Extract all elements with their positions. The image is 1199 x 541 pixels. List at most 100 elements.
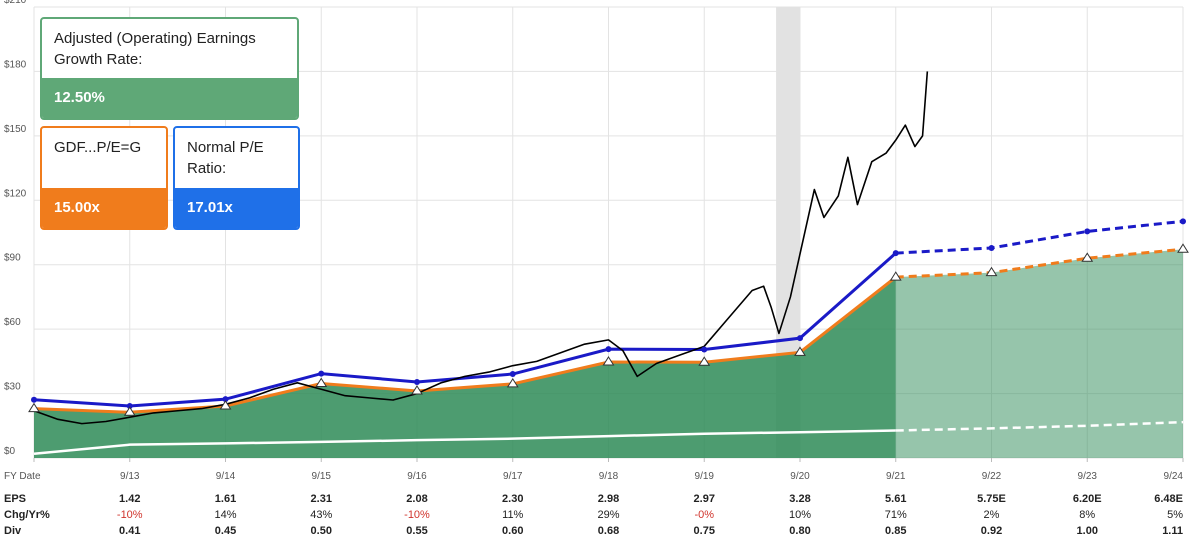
table-cell: 0.50 [311, 525, 332, 537]
eps-triangle-marker [889, 271, 902, 281]
normal_pe-line-estimate [895, 219, 1184, 255]
recession-shading [776, 7, 800, 458]
table-row-label: EPS [4, 493, 26, 505]
normal-pe-point [509, 371, 516, 378]
eps-area-actual [34, 277, 896, 458]
table-cell: 0.80 [789, 525, 810, 537]
table-cell: 5% [1167, 509, 1183, 521]
gdf-pe-label: GDF...P/E=G [54, 139, 142, 156]
y-tick-label: $90 [4, 253, 21, 264]
growth-rate-value: 12.50% [42, 78, 297, 118]
eps-triangle-marker [123, 406, 136, 416]
table-cell: 2.08 [406, 493, 427, 505]
normal-pe-box: Normal P/E Ratio: 17.01x [173, 126, 300, 230]
eps-triangle-marker [985, 266, 998, 277]
normal-pe-point [126, 403, 133, 410]
normal-pe-point [222, 396, 229, 403]
dividends-line [33, 429, 896, 455]
table-cell: 2.97 [694, 493, 715, 505]
table-cell: 1.61 [215, 493, 236, 505]
x-tick-label: 9/15 [312, 471, 332, 482]
x-tick-label: 9/14 [216, 471, 236, 482]
gdf-pe-value: 15.00x [42, 188, 166, 228]
eps-triangle-marker [602, 356, 615, 366]
y-tick-label: $0 [4, 446, 16, 457]
eps-area-estimate [895, 249, 1183, 458]
table-cell: 0.60 [502, 525, 523, 537]
data-table: EPS 1.42 1.61 2.31 2.08 2.30 2.98 2.97 3.28 5.61 5… [4, 493, 1183, 537]
table-cell: 71% [885, 509, 907, 521]
table-cell: 11% [502, 509, 523, 521]
table-cell: 2.30 [502, 493, 523, 505]
table-cell: 0.68 [598, 525, 619, 537]
x-tick-label: 9/20 [790, 471, 810, 482]
x-tick-label: 9/21 [886, 471, 906, 482]
table-cell: 43% [310, 509, 332, 521]
normal-pe-point [1180, 218, 1186, 225]
gdf-pe-box: GDF...P/E=G 15.00x [40, 126, 168, 230]
x-tick-label: 9/13 [120, 471, 140, 482]
table-cell: 5.75E [977, 493, 1006, 505]
x-tick-label: 9/16 [407, 471, 427, 482]
normal-pe-point [1084, 228, 1091, 235]
recession-band [776, 7, 800, 458]
normal-pe-point [797, 335, 803, 342]
table-cell: 0.55 [406, 525, 427, 537]
table-cell: 0.92 [981, 525, 1002, 537]
y-tick-label: $60 [4, 317, 21, 328]
table-cell: 8% [1079, 509, 1095, 521]
table-cell: 2.31 [311, 493, 332, 505]
normal-pe-point [414, 378, 420, 385]
normal-pe-point [318, 370, 325, 377]
eps-triangle-marker [698, 356, 711, 366]
x-axis-ticks: FY Date 9/13 9/14 9/15 9/16 9/17 9/18 9/19 9/20 9… [4, 458, 1184, 482]
table-cell: -0% [694, 509, 714, 521]
dividends-line-estimate [895, 420, 1184, 432]
gdf-line [33, 275, 897, 414]
eps-triangle-marker [794, 346, 806, 356]
y-tick-label: $120 [4, 188, 27, 199]
y-axis-ticks: $0 $30 $60 $90 $120 $150 $180 $210 [4, 0, 27, 457]
x-tick-label: 9/22 [982, 471, 1002, 482]
table-cell: 1.00 [1077, 525, 1098, 537]
eps-triangle-marker [1081, 252, 1094, 262]
normal-pe-point [605, 346, 612, 353]
growth-rate-box: Adjusted (Operating) Earnings Growth Rat… [40, 17, 299, 120]
table-cell: 6.20E [1073, 493, 1102, 505]
normal-pe-point [31, 396, 37, 403]
y-tick-label: $180 [4, 59, 27, 70]
table-cell: 6.48E [1154, 493, 1183, 505]
eps-triangle-marker [1177, 243, 1189, 253]
x-tick-label: 9/19 [695, 471, 715, 482]
x-tick-label: 9/24 [1164, 471, 1184, 482]
table-cell: 2.98 [598, 493, 619, 505]
normal-pe-point [988, 244, 995, 251]
table-cell: 2% [984, 509, 1000, 521]
y-tick-label: $30 [4, 382, 21, 393]
table-cell: 3.28 [789, 493, 810, 505]
normal-pe-point [701, 346, 708, 353]
table-cell: 29% [597, 509, 619, 521]
table-row-label: Div [4, 525, 22, 537]
area-fills [34, 249, 1183, 458]
table-row-label: Chg/Yr% [4, 509, 50, 521]
table-cell: 0.85 [885, 525, 906, 537]
table-cell: -10% [404, 509, 430, 521]
eps-triangle-marker [411, 385, 423, 395]
table-cell: 14% [214, 509, 236, 521]
eps-triangle-marker [506, 377, 519, 388]
table-cell: 10% [789, 509, 811, 521]
series-markers [28, 218, 1189, 416]
table-cell: 0.75 [694, 525, 715, 537]
table-cell: 5.61 [885, 493, 906, 505]
table-cell: 1.42 [119, 493, 140, 505]
normal_pe-line [33, 251, 897, 408]
table-cell: 0.45 [215, 525, 236, 537]
x-tick-label: 9/18 [599, 471, 619, 482]
table-cell: 0.41 [119, 525, 140, 537]
table-cell: -10% [117, 509, 143, 521]
table-cell: 1.11 [1162, 525, 1183, 537]
x-tick-label: 9/23 [1078, 471, 1098, 482]
eps-triangle-marker [28, 402, 40, 413]
gdf-line-estimate [895, 247, 1184, 279]
